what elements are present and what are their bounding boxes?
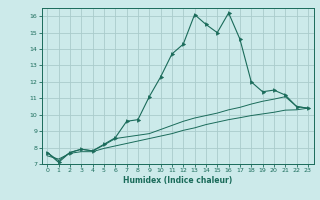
X-axis label: Humidex (Indice chaleur): Humidex (Indice chaleur): [123, 176, 232, 185]
